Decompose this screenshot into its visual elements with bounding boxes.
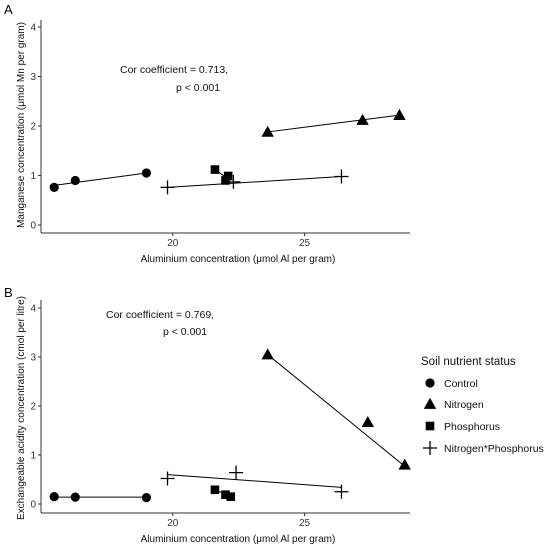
panel-b-plot: 0 1 2 3 4 20 25 xyxy=(30,300,411,529)
panel-b-point-nitrogen xyxy=(398,458,411,470)
panel-a-point-nitrogen-phosphorus xyxy=(160,180,175,195)
panel-b-point-nitrogen-phosphorus xyxy=(160,471,175,486)
panel-b: B 0 1 2 3 4 20 25 Cor coefficient = 0.769, p <… xyxy=(4,285,411,545)
panel-a-y-tick-label: 3 xyxy=(30,72,36,83)
panel-a-point-control xyxy=(70,175,80,186)
panel-b-point-nitrogen xyxy=(361,415,375,428)
panel-a-label: A xyxy=(4,2,13,17)
panel-b-y-tick-label: 0 xyxy=(30,500,36,511)
panel-b-x-tick-label: 25 xyxy=(299,518,311,529)
panel-a-point-nitrogen xyxy=(393,108,406,120)
panel-a: A 0 1 2 3 4 20 25 Cor coefficient = 0.713, p <… xyxy=(4,2,410,265)
panel-a-annotation-line-2: p < 0.001 xyxy=(176,82,220,94)
panel-a-plot: 0 1 2 3 4 20 25 xyxy=(30,20,410,249)
panel-b-y-tick-label: 1 xyxy=(30,451,36,462)
legend: Soil nutrient status Control Nitrogen Ph… xyxy=(421,356,544,455)
panel-b-point-nitrogen-phosphorus xyxy=(334,484,349,499)
legend-keys xyxy=(423,378,437,455)
panel-a-point-control xyxy=(49,182,59,192)
panel-a-point-nitrogen xyxy=(356,113,369,125)
panel-a-annotation-line-1: Cor coefficient = 0.713, xyxy=(120,64,228,76)
panel-b-point-phosphorus xyxy=(226,492,236,501)
legend-key-control xyxy=(425,378,435,388)
legend-label-nitrogen-phosphorus: Nitrogen*Phosphorus xyxy=(444,443,544,455)
panel-a-point-nitrogen xyxy=(261,125,274,137)
panel-b-fit-line-nitrogen-phosphorus xyxy=(167,474,342,488)
panel-a-y-tick-label: 0 xyxy=(30,221,36,232)
legend-title: Soil nutrient status xyxy=(421,356,516,368)
panel-b-point-phosphorus xyxy=(210,485,220,495)
panel-b-label: B xyxy=(4,285,13,300)
legend-key-phosphorus xyxy=(425,421,435,431)
legend-label-control: Control xyxy=(444,378,478,390)
panel-a-y-tick-label: 2 xyxy=(30,122,36,133)
panel-a-y-tick-label: 1 xyxy=(30,171,36,182)
panel-b-annotation-line-1: Cor coefficient = 0.769, xyxy=(106,309,214,321)
legend-key-nitrogen xyxy=(423,397,437,409)
panel-a-point-control xyxy=(141,168,152,178)
panel-b-y-tick-label: 4 xyxy=(30,304,36,315)
legend-key-nitrogen-phosphorus xyxy=(423,441,437,455)
panel-a-point-nitrogen-phosphorus xyxy=(334,169,349,184)
panel-a-fit-line-nitrogen-phosphorus xyxy=(167,175,342,188)
panel-a-point-phosphorus xyxy=(223,171,233,181)
panel-b-point-control xyxy=(49,492,59,502)
panel-b-point-phosphorus xyxy=(221,490,230,499)
panel-a-x-axis-title: Aluminium concentration (μmol Al per gra… xyxy=(141,254,336,265)
panel-b-y-axis-title: Exchangeable acidity concentration (cmol… xyxy=(16,296,27,520)
panel-b-point-nitrogen-phosphorus xyxy=(229,465,244,480)
panel-a-point-nitrogen-phosphorus xyxy=(226,174,241,189)
panel-b-point-nitrogen xyxy=(261,348,274,360)
panel-a-point-phosphorus xyxy=(210,165,220,174)
panel-b-point-control xyxy=(141,493,152,503)
legend-label-phosphorus: Phosphorus xyxy=(444,421,500,433)
panel-a-x-tick-label: 20 xyxy=(167,238,179,249)
panel-b-point-control xyxy=(70,492,80,502)
panel-a-y-tick-label: 4 xyxy=(30,23,36,34)
panel-a-y-axis-title: Manganese concentration (μmol Mn per gra… xyxy=(16,22,27,228)
panel-b-annotation-line-2: p < 0.001 xyxy=(163,326,207,338)
panel-a-fit-line-control xyxy=(54,172,147,186)
legend-label-nitrogen: Nitrogen xyxy=(444,399,484,411)
panel-b-y-tick-label: 2 xyxy=(30,402,36,413)
panel-b-y-tick-label: 3 xyxy=(30,353,36,364)
panel-a-fit-line-nitrogen xyxy=(267,114,400,133)
panel-a-point-phosphorus xyxy=(221,176,230,185)
panel-b-x-axis-title: Aluminium concentration (μmol Al per gra… xyxy=(141,534,336,545)
panel-b-x-tick-label: 20 xyxy=(167,518,179,529)
panel-b-fit-line-nitrogen xyxy=(267,354,406,467)
panel-a-x-tick-label: 25 xyxy=(299,238,311,249)
